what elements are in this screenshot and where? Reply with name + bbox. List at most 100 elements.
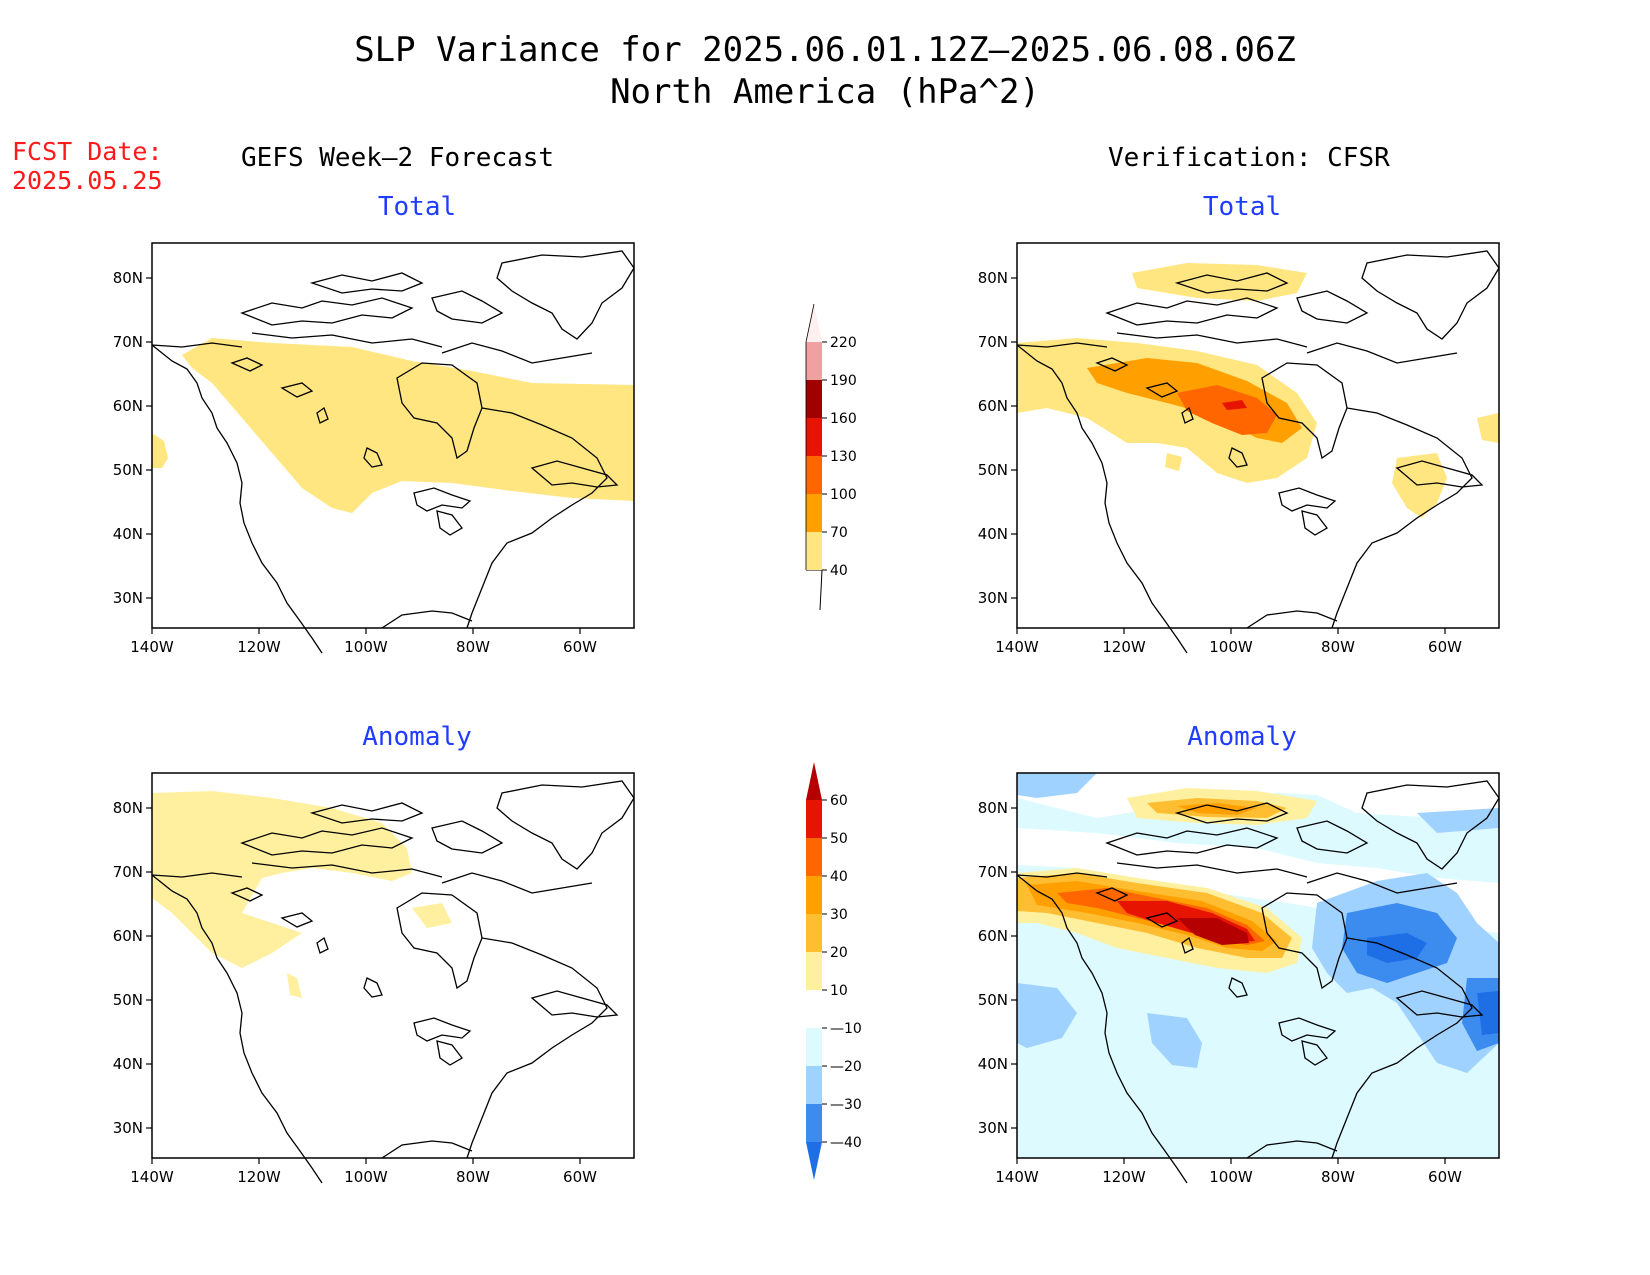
- forecast-anomaly-title: Anomaly: [362, 722, 472, 752]
- colorbar-swatch: [806, 800, 822, 838]
- colorbar-label: —30: [830, 1097, 862, 1113]
- lon-tick-label: 60W: [563, 1168, 597, 1186]
- forecast-total-panel: 80N 70N 60N 50N 40N 30N 140W 120W 100W 80W 60W: [100, 240, 680, 670]
- colorbar-label: 190: [830, 373, 857, 389]
- lat-tick-label: 30N: [113, 1119, 143, 1137]
- lon-tick-label: 140W: [995, 1168, 1039, 1186]
- colorbar-upper-extension: [806, 762, 822, 800]
- colorbar-swatch: [806, 532, 822, 570]
- lat-tick-label: 40N: [113, 1055, 143, 1073]
- colorbar-label: 220: [830, 335, 857, 351]
- total-colorbar: 40 70 100 130 160 190 220: [805, 303, 857, 610]
- lon-tick-label: 100W: [1209, 1168, 1253, 1186]
- lat-tick-label: 50N: [113, 991, 143, 1009]
- colorbar-label: 160: [830, 411, 857, 427]
- anomaly-colorbar: 60 50 40 30 20 10 —10 —20 —30 —40: [806, 762, 862, 1180]
- lon-tick-label: 120W: [237, 1168, 281, 1186]
- lon-tick-label: 100W: [344, 638, 388, 656]
- lat-tick-label: 60N: [113, 397, 143, 415]
- lat-tick-label: 80N: [978, 269, 1008, 287]
- main-subtitle: North America (hPa^2): [610, 72, 1040, 112]
- colorbar-label: 50: [830, 831, 848, 847]
- lat-tick-label: 70N: [113, 863, 143, 881]
- lon-tick-label: 100W: [1209, 638, 1253, 656]
- colorbar-swatch: [806, 952, 822, 990]
- colorbar-label: —40: [830, 1135, 862, 1151]
- colorbar-label: 130: [830, 449, 857, 465]
- colorbar-label: —10: [830, 1021, 862, 1037]
- colorbar-swatch: [806, 990, 822, 1028]
- colorbar-label: 100: [830, 487, 857, 503]
- lat-tick-label: 80N: [978, 799, 1008, 817]
- lon-tick-label: 140W: [130, 638, 174, 656]
- forecast-anomaly-map: 80N 70N 60N 50N 40N 30N 140W 120W 100W 80W 60W: [113, 772, 635, 1186]
- lat-tick-label: 30N: [978, 1119, 1008, 1137]
- lon-tick-label: 80W: [1321, 1168, 1355, 1186]
- forecast-total-title: Total: [377, 192, 457, 222]
- lat-tick-label: 50N: [113, 461, 143, 479]
- lon-tick-label: 140W: [995, 638, 1039, 656]
- verification-total-title: Total: [1202, 192, 1282, 222]
- lat-tick-label: 40N: [978, 1055, 1008, 1073]
- lat-tick-label: 80N: [113, 799, 143, 817]
- colorbar-outline: [805, 303, 815, 570]
- lat-tick-label: 40N: [978, 525, 1008, 543]
- colorbar-label: 40: [830, 563, 848, 579]
- lat-tick-label: 30N: [113, 589, 143, 607]
- colorbar-label: 30: [830, 907, 848, 923]
- lat-tick-label: 40N: [113, 525, 143, 543]
- lat-tick-label: 70N: [978, 863, 1008, 881]
- main-title: SLP Variance for 2025.06.01.12Z—2025.06.…: [354, 30, 1296, 70]
- verification-total-map: 80N 70N 60N 50N 40N 30N 140W 120W 100W 80W 60W: [978, 242, 1500, 656]
- colorbar-swatch: [806, 1028, 822, 1066]
- colorbar-label: 40: [830, 869, 848, 885]
- colorbar-swatch: [806, 456, 822, 494]
- verification-anomaly-map: 80N 70N 60N 50N 40N 30N 140W 120W 100W 80W 60W: [978, 772, 1500, 1186]
- lon-tick-label: 120W: [1102, 638, 1146, 656]
- colorbar-lower-extension: [806, 1142, 822, 1180]
- lon-tick-label: 80W: [1321, 638, 1355, 656]
- colorbar-swatch: [806, 1066, 822, 1104]
- lon-tick-label: 100W: [344, 1168, 388, 1186]
- lon-tick-label: 60W: [1428, 1168, 1462, 1186]
- fcst-date-value: 2025.05.25: [12, 166, 163, 195]
- lon-tick-label: 80W: [456, 1168, 490, 1186]
- fcst-date-label: FCST Date:: [12, 137, 163, 166]
- verification-column-title: Verification: CFSR: [1108, 143, 1390, 173]
- lon-tick-label: 140W: [130, 1168, 174, 1186]
- lat-tick-label: 60N: [978, 927, 1008, 945]
- lat-tick-label: 60N: [113, 927, 143, 945]
- colorbar-label: 10: [830, 983, 848, 999]
- forecast-column-title: GEFS Week—2 Forecast: [241, 143, 555, 173]
- colorbar-lower-extension: [806, 569, 823, 610]
- colorbar-label: 20: [830, 945, 848, 961]
- lat-tick-label: 30N: [978, 589, 1008, 607]
- lat-tick-label: 50N: [978, 991, 1008, 1009]
- verification-total-panel: 80N 70N 60N 50N 40N 30N 140W 120W 100W 80W 60W: [965, 240, 1545, 670]
- lat-tick-label: 70N: [978, 333, 1008, 351]
- colorbar-swatch: [806, 1104, 822, 1142]
- lon-tick-label: 60W: [1428, 638, 1462, 656]
- colorbar-label: 70: [830, 525, 848, 541]
- colorbar-swatch: [806, 876, 822, 914]
- colorbar-label: 60: [830, 793, 848, 809]
- forecast-total-map: 80N 70N 60N 50N 40N 30N 140W 120W 100W 80W 60W: [113, 242, 635, 656]
- lon-tick-label: 80W: [456, 638, 490, 656]
- verification-anomaly-panel: 80N 70N 60N 50N 40N 30N 140W 120W 100W 80W 60W: [965, 770, 1545, 1200]
- forecast-anomaly-panel: 80N 70N 60N 50N 40N 30N 140W 120W 100W 80W 60W: [100, 770, 680, 1200]
- colorbar-label: —20: [830, 1059, 862, 1075]
- colorbar-swatch: [806, 914, 822, 952]
- colorbar-upper-extension: [806, 304, 822, 342]
- colorbar-swatch: [806, 838, 822, 876]
- lat-tick-label: 60N: [978, 397, 1008, 415]
- lon-tick-label: 120W: [237, 638, 281, 656]
- lat-tick-label: 50N: [978, 461, 1008, 479]
- colorbar-swatch: [806, 380, 822, 418]
- lat-tick-label: 80N: [113, 269, 143, 287]
- colorbar-swatch: [806, 418, 822, 456]
- lon-tick-label: 60W: [563, 638, 597, 656]
- lon-tick-label: 120W: [1102, 1168, 1146, 1186]
- colorbar-swatch: [806, 494, 822, 532]
- lat-tick-label: 70N: [113, 333, 143, 351]
